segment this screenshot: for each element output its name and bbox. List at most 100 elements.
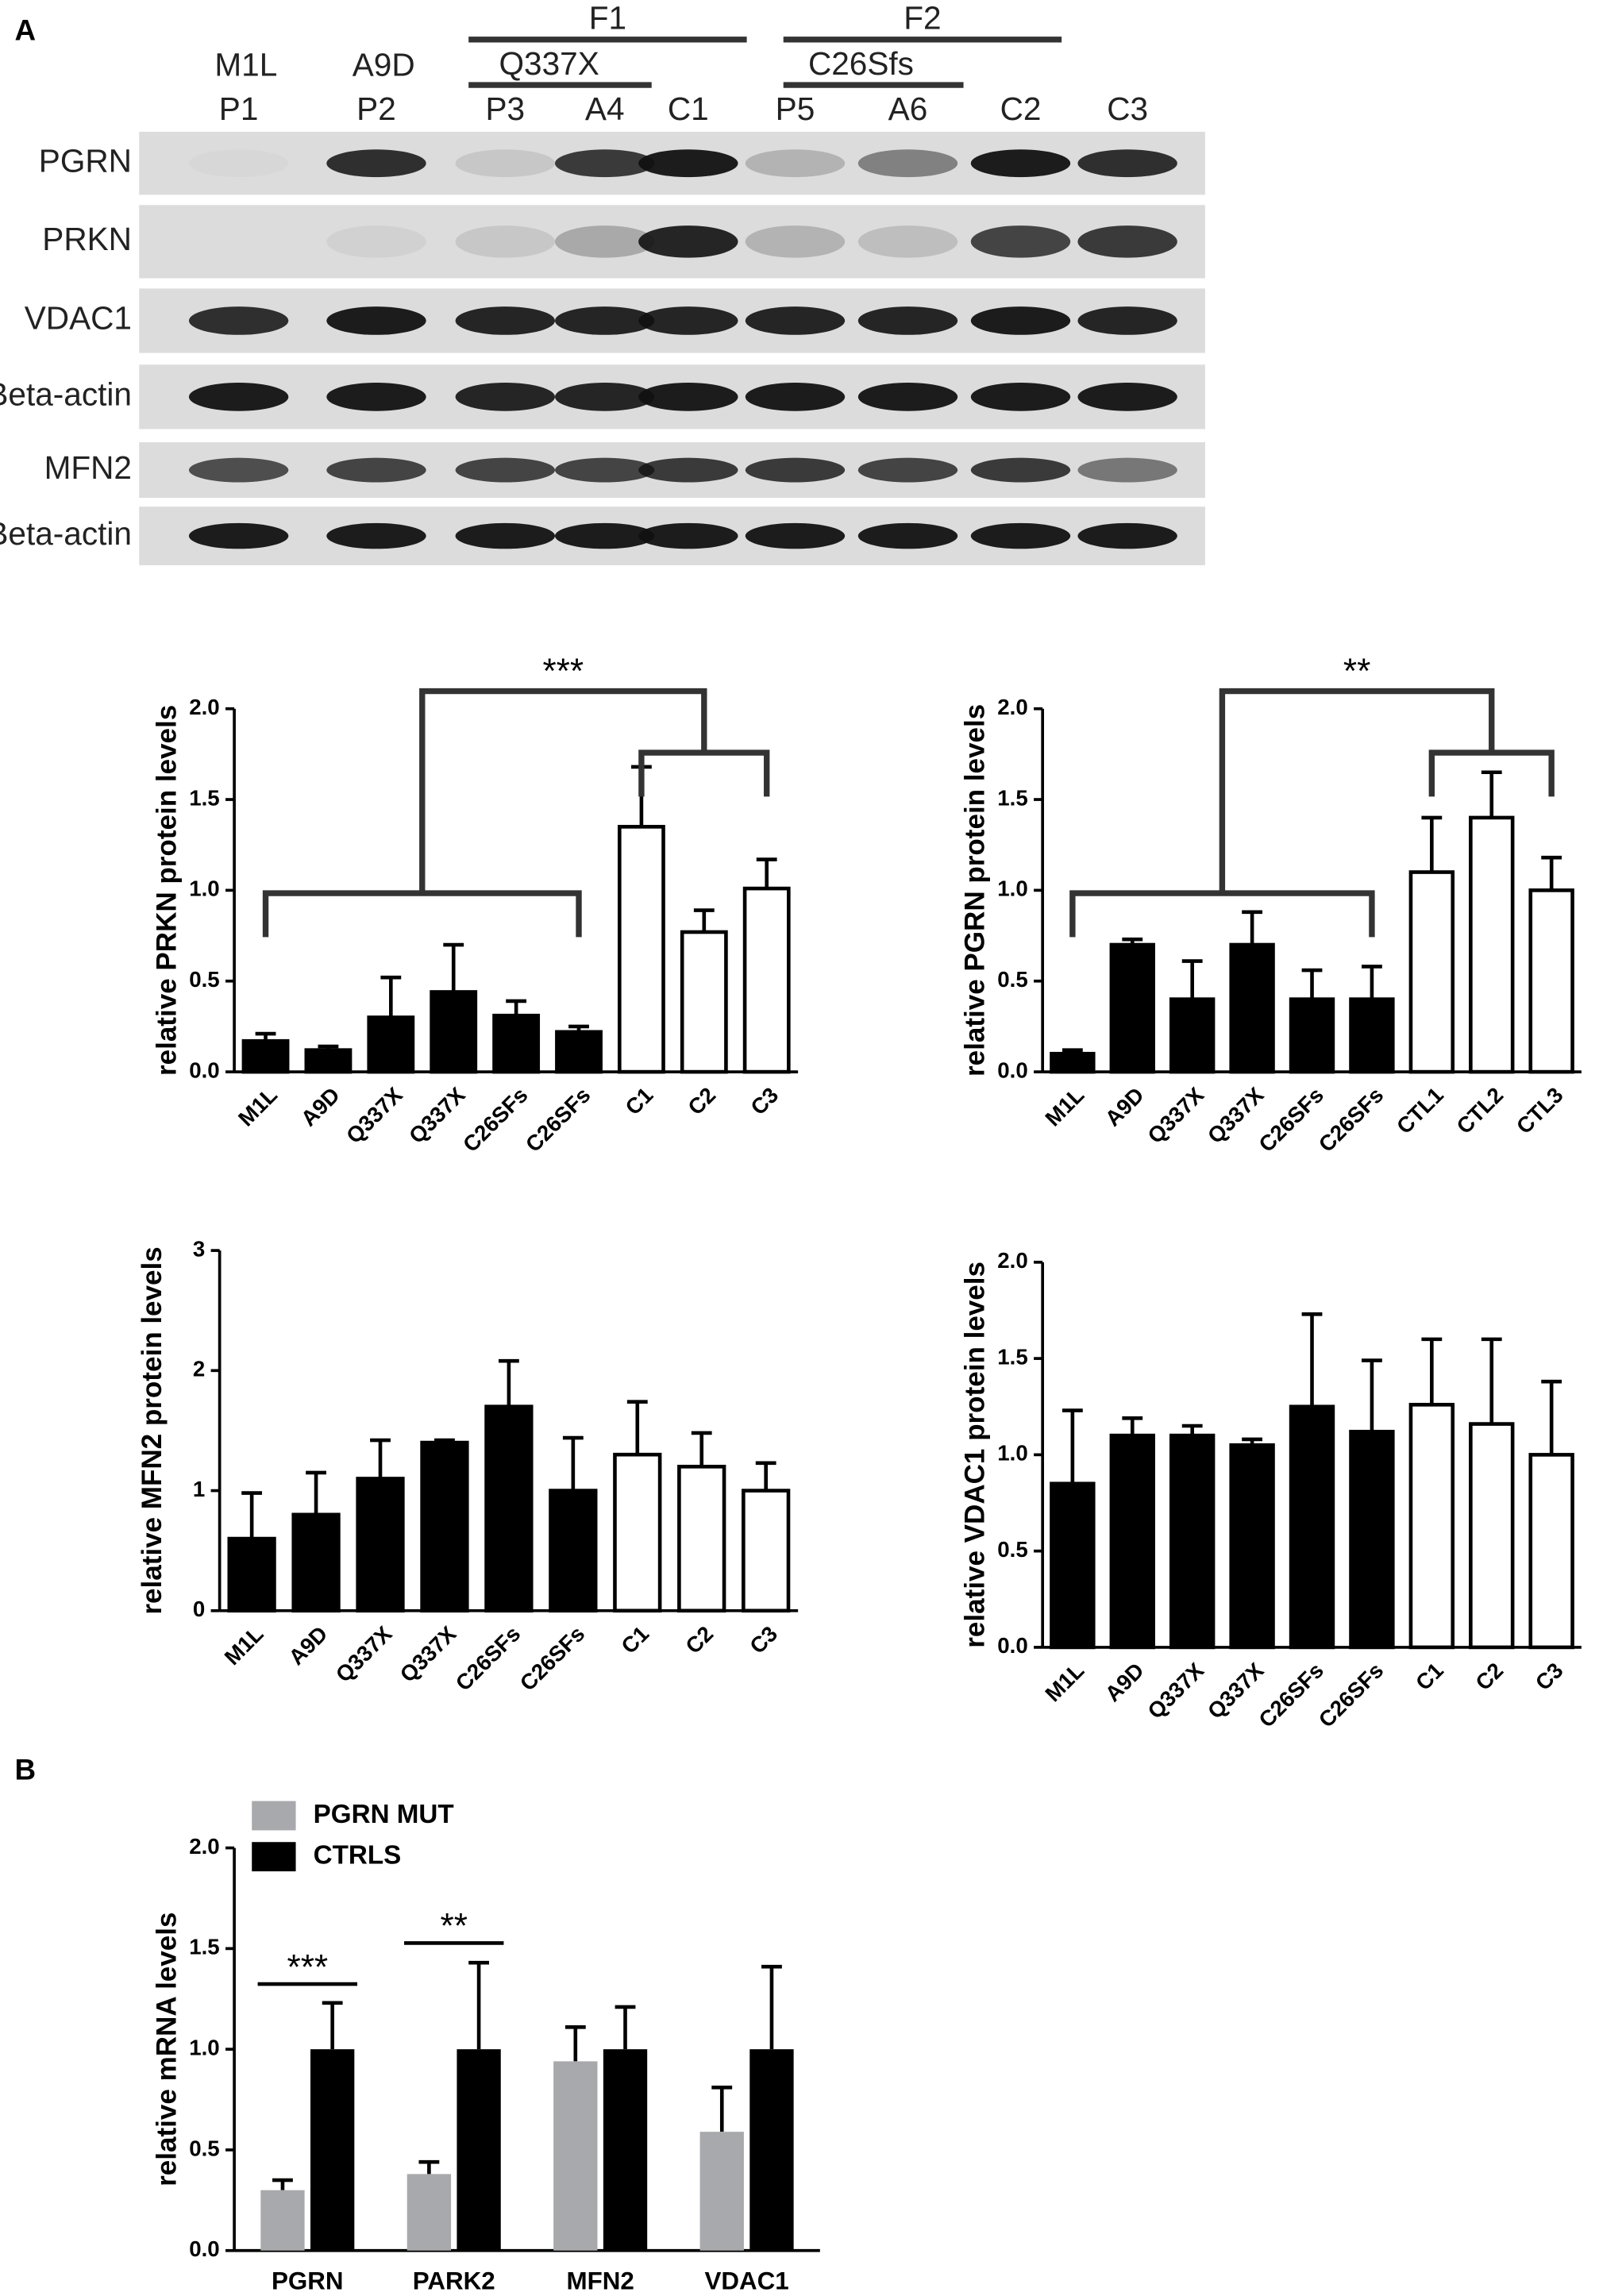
band <box>326 457 426 483</box>
bar <box>680 930 728 1074</box>
chart: 0.0 0.5 1.0 1.5 2.0 relative PRKN protein lev… <box>151 652 799 1157</box>
bar <box>1349 997 1395 1074</box>
band <box>857 457 958 483</box>
band <box>554 383 655 411</box>
row-label: PGRN <box>39 142 132 179</box>
x-tick-label: M1L <box>1040 1658 1088 1706</box>
y-tick-label: 1.0 <box>189 2035 219 2059</box>
band <box>970 522 1071 549</box>
band <box>554 225 655 258</box>
band <box>638 149 738 178</box>
bar <box>1109 1433 1155 1650</box>
y-tick-label: 0.0 <box>997 1057 1027 1082</box>
y-tick-label: 0.0 <box>189 2236 219 2261</box>
bar <box>356 1477 405 1613</box>
band <box>188 383 289 411</box>
x-tick-label: PARK2 <box>413 2267 495 2295</box>
x-tick-label: A9D <box>1100 1082 1149 1131</box>
bar <box>742 886 791 1074</box>
x-tick-label: C1 <box>616 1621 653 1658</box>
band <box>455 225 555 258</box>
x-tick-label: C26SFs <box>1254 1658 1328 1732</box>
bar <box>241 1038 290 1074</box>
x-tick-label: C26SFs <box>1314 1082 1389 1157</box>
bar <box>1169 1433 1216 1650</box>
band <box>857 149 958 178</box>
band <box>970 149 1071 178</box>
x-tick-label: Q337X <box>331 1621 397 1687</box>
lane-label: C3 <box>1107 91 1148 127</box>
panel-label: B <box>14 1753 36 1786</box>
bar <box>492 1013 541 1074</box>
y-tick-label: 0.5 <box>189 967 219 992</box>
x-tick-label: CTL2 <box>1451 1082 1508 1138</box>
bar <box>310 2049 355 2251</box>
x-tick-label: Q337X <box>1142 1658 1208 1724</box>
bar <box>1528 888 1574 1074</box>
bracket <box>1219 688 1495 894</box>
y-tick-label: 1.0 <box>997 876 1027 901</box>
x-tick-label: M1L <box>233 1082 282 1131</box>
lane-top-label: A9D <box>353 47 415 83</box>
y-tick-label: 0.0 <box>189 1057 219 1082</box>
x-tick-label: C26SFs <box>515 1621 590 1696</box>
band <box>857 383 958 411</box>
x-tick-label: C3 <box>745 1621 782 1658</box>
x-tick-label: C1 <box>1411 1658 1448 1695</box>
bar <box>1408 870 1455 1074</box>
x-tick-label: C3 <box>746 1082 783 1119</box>
bar <box>367 1015 415 1074</box>
y-axis-label: relative MFN2 protein levels <box>137 1246 168 1614</box>
x-tick-label: PGRN <box>272 2267 344 2295</box>
bar <box>677 1465 726 1613</box>
row-label: Beta-actin <box>0 376 132 413</box>
x-tick-label: C26SFs <box>458 1082 533 1157</box>
y-tick-label: 2.0 <box>997 695 1027 719</box>
y-tick-label: 0.5 <box>997 1537 1027 1562</box>
band <box>1077 522 1177 549</box>
chart: 0.0 0.5 1.0 1.5 2.0 relative mRNA levels PGRN P… <box>14 1753 820 2295</box>
lane-label: P3 <box>485 91 525 127</box>
bar <box>613 1452 662 1613</box>
band <box>745 383 846 411</box>
bar <box>742 1489 791 1613</box>
y-tick-label: 1 <box>193 1477 205 1501</box>
y-tick-label: 1.0 <box>189 876 219 901</box>
y-tick-label: 1.5 <box>189 785 219 810</box>
row-label: PRKN <box>42 221 132 257</box>
y-tick-label: 1.5 <box>189 1935 219 1959</box>
mutation-label: C26Sfs <box>808 45 914 82</box>
legend-label: PGRN MUT <box>314 1800 454 1829</box>
x-tick-label: CTL1 <box>1392 1082 1448 1138</box>
y-tick-label: 0.5 <box>189 2136 219 2160</box>
x-tick-label: C2 <box>1470 1658 1508 1695</box>
bar <box>304 1048 353 1074</box>
lane-label: A4 <box>585 91 625 127</box>
band <box>970 383 1071 411</box>
band <box>638 383 738 411</box>
band <box>745 522 846 549</box>
band <box>455 306 555 335</box>
bar <box>291 1512 341 1613</box>
x-tick-label: MFN2 <box>567 2267 634 2295</box>
band <box>1077 457 1177 483</box>
chart: 0.0 0.5 1.0 1.5 2.0 relative PGRN protein lev… <box>959 652 1582 1157</box>
x-tick-label: C2 <box>680 1621 718 1658</box>
band <box>554 306 655 335</box>
bar <box>603 2049 648 2251</box>
lane-label: A6 <box>888 91 928 127</box>
bar <box>555 1030 603 1074</box>
legend-swatch <box>252 1842 296 1872</box>
band <box>326 383 426 411</box>
significance: ** <box>1343 652 1370 691</box>
x-tick-label: Q337X <box>1142 1082 1208 1148</box>
bar <box>406 2174 452 2251</box>
band <box>554 522 655 549</box>
band <box>455 522 555 549</box>
band <box>326 149 426 178</box>
chart: 0 1 2 3 relative MFN2 protein levels M1L A9DQ3… <box>137 1236 799 1696</box>
bar <box>1469 1422 1515 1650</box>
lane-top-label: M1L <box>214 47 277 83</box>
bar <box>1289 1404 1335 1650</box>
